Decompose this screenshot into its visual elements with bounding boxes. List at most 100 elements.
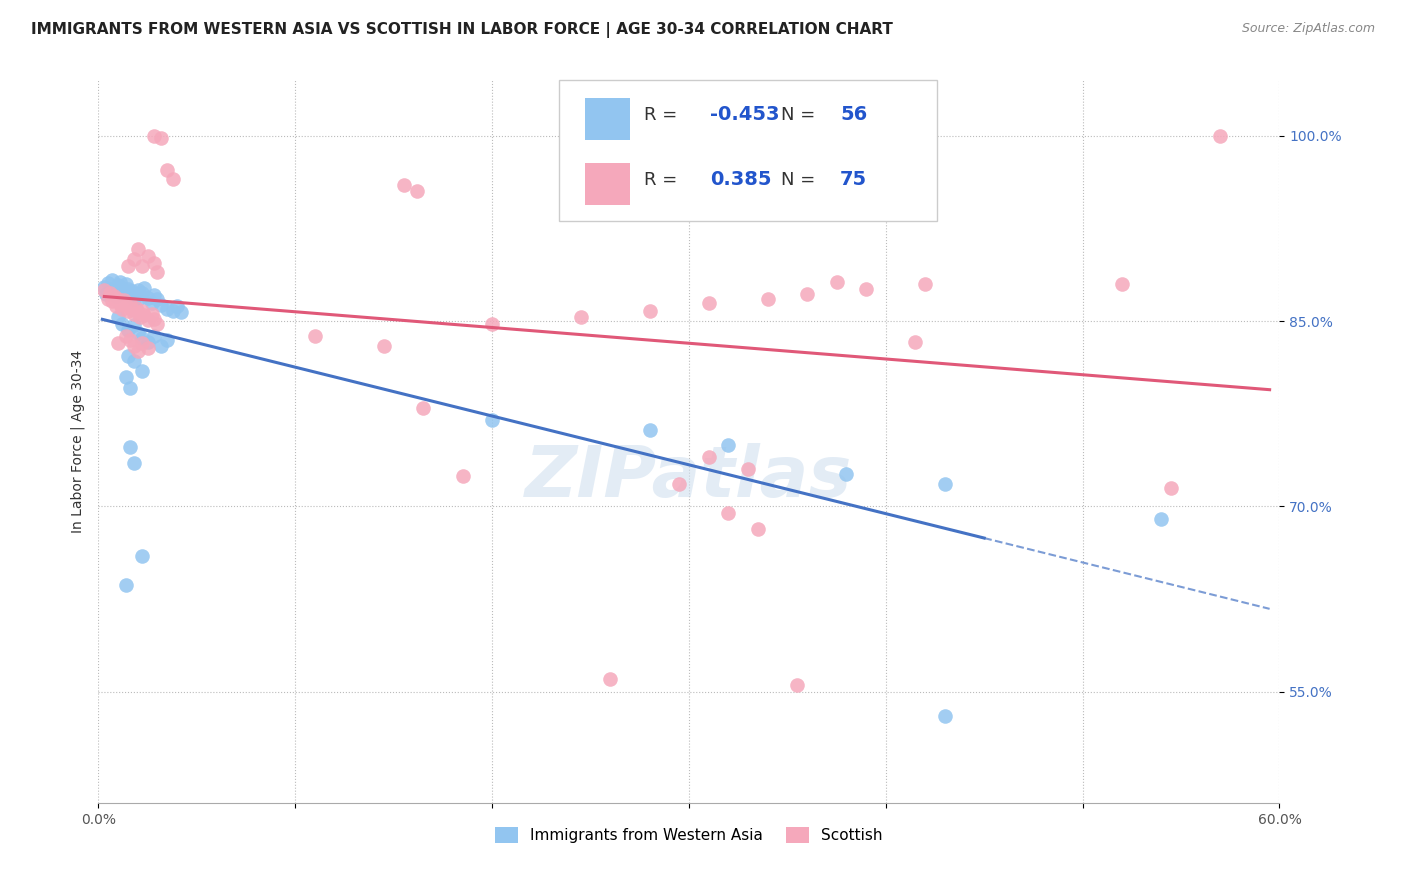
Point (127, 243, 149, 257)
Y-axis label: In Labor Force | Age 30-34: In Labor Force | Age 30-34 (70, 350, 84, 533)
Point (786, 678, 808, 692)
Point (125, 301, 148, 315)
Point (115, 369, 138, 384)
Point (117, 259, 139, 273)
Point (150, 131, 173, 145)
Point (127, 326, 149, 341)
Point (481, 413, 503, 427)
Point (131, 331, 153, 345)
Point (122, 456, 145, 470)
Point (115, 578, 138, 592)
Point (150, 298, 173, 312)
Point (166, 299, 188, 313)
Point (747, 522, 769, 536)
Text: N =: N = (782, 171, 821, 189)
Point (934, 709, 956, 723)
Point (131, 363, 153, 377)
Point (103, 289, 125, 303)
Point (136, 249, 159, 263)
Point (1150, 512, 1173, 526)
Point (392, 178, 415, 193)
Point (796, 287, 818, 301)
Point (131, 304, 153, 318)
Point (107, 292, 129, 306)
Point (855, 282, 877, 296)
Point (146, 292, 169, 306)
Point (638, 304, 661, 318)
Point (697, 295, 720, 310)
Point (122, 292, 145, 306)
Point (96, 287, 118, 301)
Point (115, 277, 138, 291)
Point (136, 291, 159, 305)
Text: 0.385: 0.385 (710, 170, 772, 189)
Point (128, 310, 150, 325)
Text: -0.453: -0.453 (710, 105, 780, 125)
Point (131, 285, 153, 300)
Point (142, 311, 165, 326)
Point (122, 353, 145, 368)
Legend: Immigrants from Western Asia, Scottish: Immigrants from Western Asia, Scottish (489, 822, 889, 849)
Point (373, 339, 395, 353)
Point (142, 329, 165, 343)
Text: 56: 56 (841, 105, 868, 125)
Point (127, 283, 149, 297)
Point (117, 282, 139, 296)
Point (141, 295, 163, 310)
Point (107, 336, 129, 351)
Point (136, 335, 159, 350)
Point (136, 341, 159, 355)
Text: 75: 75 (841, 170, 868, 189)
Point (117, 304, 139, 318)
Point (122, 252, 145, 267)
Point (118, 440, 141, 454)
Point (112, 293, 135, 307)
Point (756, 292, 779, 306)
Point (117, 323, 139, 337)
Point (93, 279, 115, 293)
Point (108, 275, 131, 289)
Point (737, 462, 759, 476)
Point (142, 288, 165, 302)
Point (156, 333, 179, 347)
Point (717, 506, 740, 520)
Point (697, 450, 720, 464)
Point (105, 289, 128, 303)
Point (122, 339, 145, 353)
Point (127, 343, 149, 358)
Point (111, 317, 134, 331)
Point (451, 468, 474, 483)
Point (107, 310, 129, 325)
Text: R =: R = (644, 106, 683, 124)
Point (117, 349, 139, 363)
Point (121, 285, 143, 299)
Text: R =: R = (644, 171, 689, 189)
Point (599, 673, 621, 687)
Point (569, 310, 592, 325)
Point (121, 301, 143, 316)
Point (481, 317, 503, 331)
Point (98, 285, 121, 300)
FancyBboxPatch shape (560, 80, 936, 221)
Point (127, 305, 149, 319)
Point (146, 317, 169, 331)
Point (142, 256, 165, 270)
Text: N =: N = (782, 106, 821, 124)
Point (97, 292, 120, 306)
Point (914, 277, 936, 291)
Point (717, 128, 740, 143)
Point (1111, 277, 1133, 291)
Point (904, 335, 927, 350)
Point (111, 281, 134, 295)
Point (638, 423, 661, 437)
FancyBboxPatch shape (585, 163, 630, 205)
Point (122, 318, 145, 332)
Point (103, 283, 125, 297)
Point (115, 298, 138, 312)
Point (156, 301, 179, 316)
Point (934, 477, 956, 491)
Point (98, 282, 121, 296)
Point (108, 297, 131, 311)
Point (717, 437, 740, 451)
FancyBboxPatch shape (585, 97, 630, 139)
